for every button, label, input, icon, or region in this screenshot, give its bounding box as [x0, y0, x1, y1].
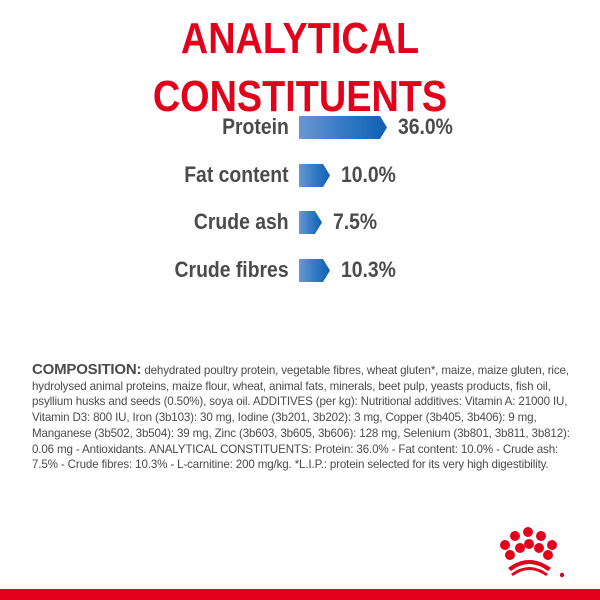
crown-logo-icon [498, 524, 574, 584]
page-title: ANALYTICAL CONSTITUENTS [152, 14, 448, 121]
chart-row-protein: Protein 36.0% [0, 114, 600, 140]
bar-protein [299, 116, 387, 139]
chart-row-crude-fibres: Crude fibres 10.3% [0, 257, 600, 283]
row-label: Protein [222, 114, 289, 139]
row-label: Crude ash [194, 209, 289, 234]
bar-crude-fibres [299, 259, 330, 282]
row-value: 10.0% [341, 162, 396, 187]
row-value: 36.0% [398, 114, 453, 139]
composition-body: dehydrated poultry protein, vegetable fi… [32, 364, 570, 472]
chart-row-crude-ash: Crude ash 7.5% [0, 209, 600, 235]
row-label: Crude fibres [174, 257, 289, 282]
chart-row-fat-content: Fat content 10.0% [0, 162, 600, 188]
bar-crude-ash [299, 211, 322, 234]
row-value: 7.5% [333, 209, 378, 234]
bar-fat-content [299, 164, 330, 187]
row-value: 10.3% [341, 257, 396, 282]
composition-heading: COMPOSITION: [32, 361, 142, 378]
brand-footer-bar [0, 589, 600, 600]
composition-text: COMPOSITION: dehydrated poultry protein,… [32, 362, 572, 473]
row-label: Fat content [184, 162, 289, 187]
